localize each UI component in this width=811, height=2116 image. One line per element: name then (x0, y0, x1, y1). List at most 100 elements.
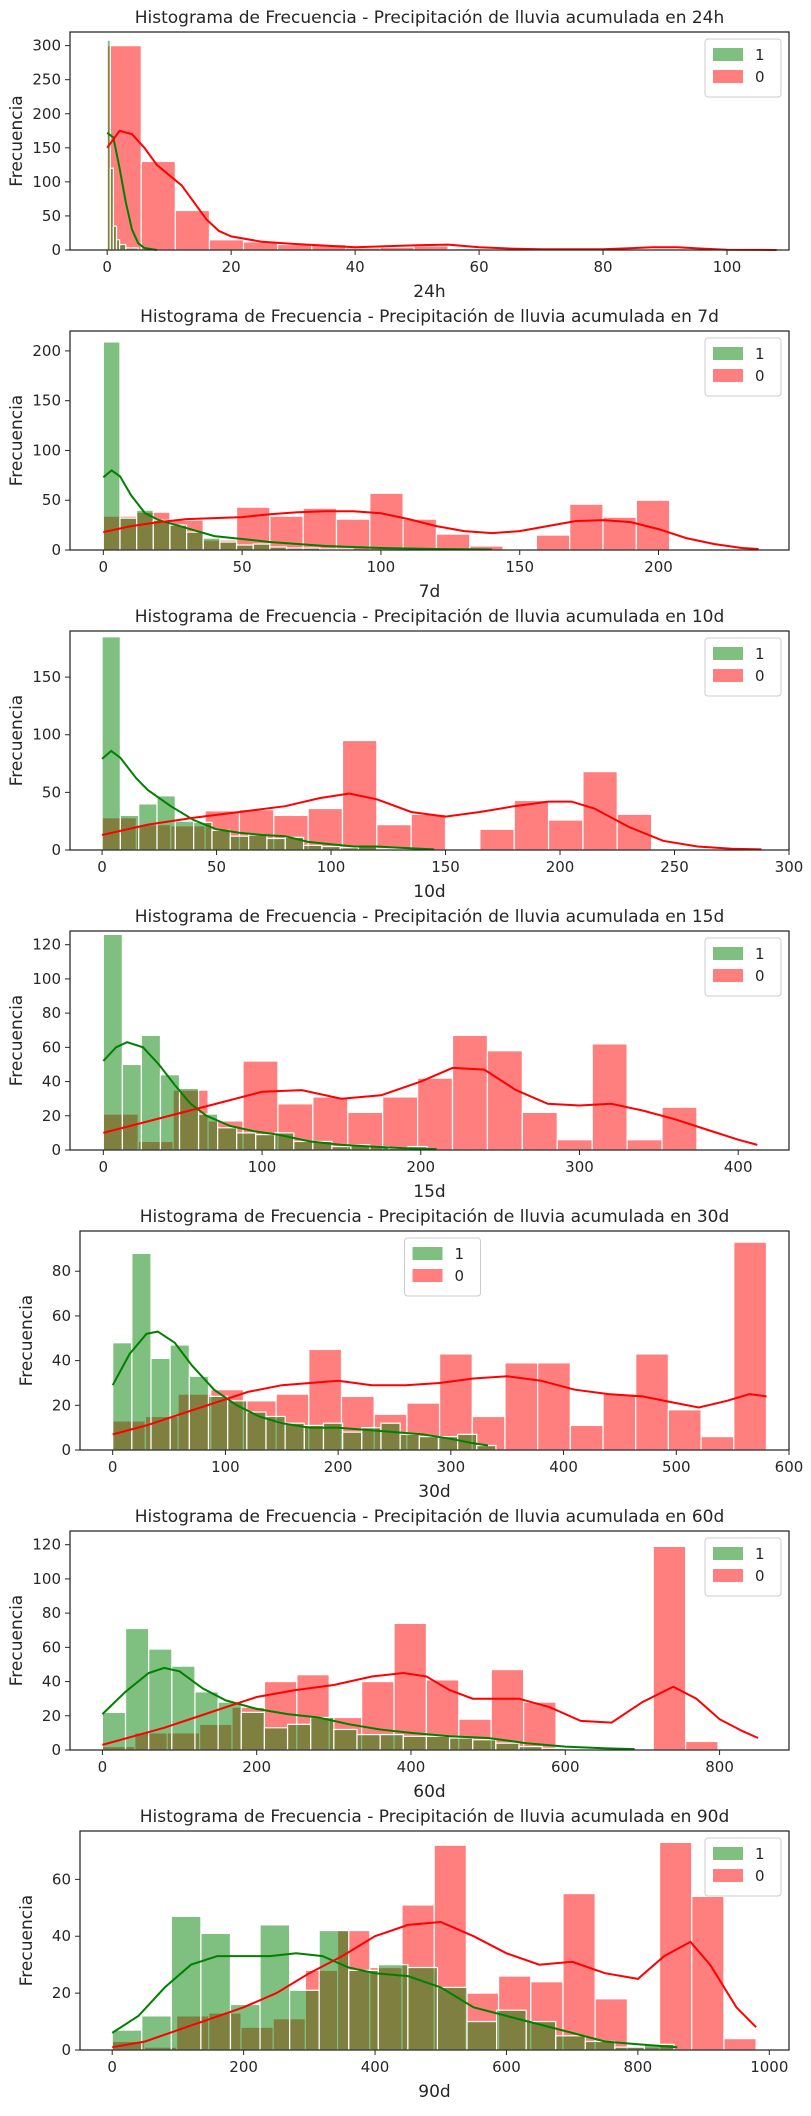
x-tick-label: 200 (229, 2058, 258, 2076)
x-tick-label: 200 (242, 1758, 271, 1776)
histogram-bar-series-1 (217, 1127, 238, 1151)
x-tick-label: 200 (546, 858, 575, 876)
x-tick-label: 200 (324, 1458, 353, 1476)
kde-line-series-0 (102, 1671, 759, 1746)
legend-label-series-0: 0 (755, 967, 765, 985)
x-tick-label: 50 (233, 558, 252, 576)
legend-label-series-1: 1 (755, 1545, 765, 1563)
histogram-bar-series-1 (402, 1735, 428, 1751)
x-tick-label: 600 (492, 2058, 521, 2076)
histogram-bar-series-0 (335, 518, 371, 551)
kde-line-series-0 (112, 1920, 757, 2049)
x-axis-label: 7d (419, 582, 441, 602)
histogram-bar-series-0 (490, 1668, 525, 1751)
y-tick-label: 250 (32, 71, 61, 89)
y-tick-label: 60 (52, 1307, 71, 1325)
histogram-bar-series-1 (303, 1424, 325, 1451)
x-tick-label: 40 (346, 258, 365, 276)
x-tick-label: 250 (660, 858, 689, 876)
legend-label-series-1: 1 (755, 945, 765, 963)
histogram-bar-series-1 (185, 531, 204, 551)
y-tick-label: 0 (51, 841, 61, 859)
histogram-bar-series-1 (333, 1728, 358, 1751)
x-axis-label: 24h (413, 282, 445, 302)
kde-line-series-0 (112, 1375, 767, 1436)
x-axis-label: 30d (418, 1482, 450, 1502)
histogram-bar-series-0 (652, 1545, 687, 1751)
histogram-bar-series-1 (399, 1433, 420, 1451)
histogram-bar-series-0 (723, 2038, 757, 2051)
histogram-bar-series-0 (661, 1106, 698, 1151)
histogram-bar-series-1 (472, 1739, 497, 1751)
histogram-bar-series-1 (525, 2020, 557, 2051)
x-tick-label: 400 (361, 2058, 390, 2076)
y-axis-label: Frecuencia (7, 695, 27, 786)
histogram-bar-series-0 (635, 1353, 669, 1451)
kde-line-series-1 (111, 1330, 489, 1447)
histogram-bar-series-1 (235, 544, 254, 551)
y-tick-label: 0 (51, 1741, 61, 1759)
legend: 10 (704, 337, 782, 397)
histogram-bar-series-1 (293, 1140, 314, 1151)
histogram-bar-series-1 (377, 1964, 409, 2051)
kde-line-series-1 (102, 469, 493, 551)
legend-label-series-1: 1 (755, 1845, 765, 1863)
x-tick-label: 0 (98, 1758, 108, 1776)
y-tick-label: 50 (42, 491, 61, 509)
legend-label-series-0: 0 (755, 667, 765, 685)
histogram-bar-series-0 (435, 533, 471, 551)
x-tick-label: 800 (705, 1758, 734, 1776)
plot-frame (79, 1830, 790, 2051)
y-tick-label: 0 (61, 2041, 71, 2059)
x-tick-label: 300 (775, 858, 804, 876)
histogram-bar-series-0 (602, 1393, 637, 1451)
histogram-bar-series-0 (347, 1111, 384, 1151)
x-tick-label: 150 (431, 858, 460, 876)
legend: 10 (404, 1237, 481, 1297)
legend-box (704, 637, 782, 697)
histogram-bar-series-0 (521, 1111, 558, 1151)
legend-swatch-series-0 (713, 1869, 743, 1882)
y-tick-label: 200 (32, 342, 61, 360)
y-axis-label: Frecuencia (17, 1295, 37, 1386)
legend-box (704, 38, 782, 98)
histogram-bar-series-0 (626, 1139, 663, 1151)
histogram-bar-series-1 (118, 243, 127, 251)
histogram-bar-series-0 (685, 1740, 719, 1751)
histogram-bar-series-1 (174, 820, 195, 851)
histogram-bar-series-0 (513, 799, 550, 851)
chart-title: Histograma de Frecuencia - Precipitación… (140, 1807, 730, 1827)
y-tick-label: 0 (51, 241, 61, 259)
y-tick-label: 50 (42, 783, 61, 801)
y-tick-label: 100 (32, 441, 61, 459)
legend-swatch-series-0 (713, 669, 743, 682)
legend-swatch-series-1 (412, 1247, 443, 1260)
histogram-bar-series-0 (537, 1362, 571, 1451)
x-tick-label: 0 (97, 858, 107, 876)
legend-swatch-series-0 (713, 70, 743, 83)
histogram-bar-series-0 (410, 813, 447, 851)
histogram-bar-series-1 (148, 1648, 173, 1751)
x-tick-label: 600 (775, 1458, 804, 1476)
histogram-bar-series-1 (289, 1989, 320, 2051)
y-axis-label: Frecuencia (7, 395, 27, 486)
histogram-bar-series-1 (121, 1063, 143, 1151)
x-tick-label: 100 (248, 1158, 277, 1176)
legend-swatch-series-0 (713, 1569, 743, 1582)
x-tick-label: 200 (644, 558, 673, 576)
histogram-bar-series-1 (102, 933, 123, 1151)
histogram-bar-series-1 (310, 1716, 335, 1751)
legend-swatch-series-0 (412, 1269, 443, 1282)
y-tick-label: 100 (32, 1570, 61, 1588)
plot-frame (79, 1230, 790, 1451)
x-tick-label: 300 (565, 1158, 594, 1176)
x-tick-label: 100 (317, 858, 346, 876)
histogram-bar-series-1 (380, 1422, 401, 1451)
y-tick-label: 50 (42, 207, 61, 225)
x-tick-label: 800 (624, 2058, 653, 2076)
kde-line-series-0 (103, 510, 759, 550)
y-tick-label: 80 (52, 1262, 71, 1280)
histogram-bar-series-1 (379, 1734, 404, 1751)
y-tick-label: 150 (32, 139, 61, 157)
histogram-bar-series-0 (733, 1241, 768, 1451)
